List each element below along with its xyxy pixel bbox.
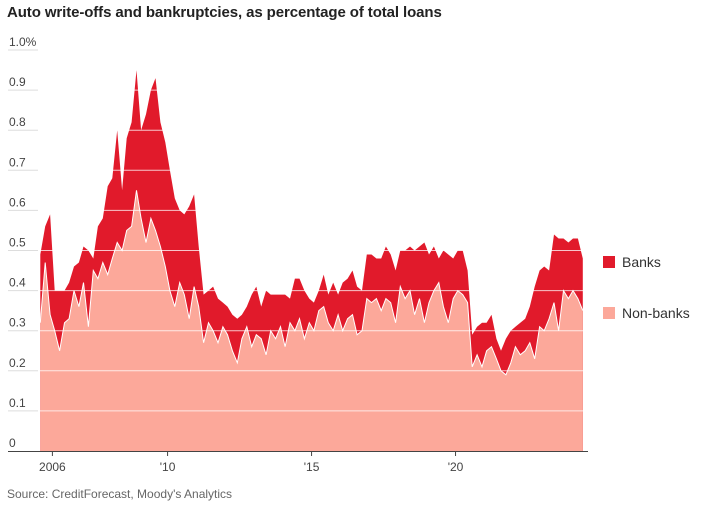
y-tick-label: 0.4 (9, 276, 26, 290)
y-tick-label: 0.7 (9, 155, 26, 169)
legend-label: Non-banks (622, 305, 690, 321)
x-tick-label: '20 (448, 460, 464, 474)
source-note: Source: CreditForecast, Moody's Analytic… (7, 487, 233, 501)
y-axis: 0 0.1 0.2 0.3 0.4 0.5 0.6 0.7 0.8 0.9 1.0% (9, 35, 37, 450)
x-tick-label: '10 (160, 460, 176, 474)
y-tick-label: 0.9 (9, 75, 26, 89)
gridlines (8, 49, 588, 412)
y-tick-label: 0.2 (9, 356, 26, 370)
legend-label: Banks (622, 254, 661, 270)
legend-swatch (603, 307, 615, 319)
x-tick-label: 2006 (39, 460, 66, 474)
y-tick-label: 0.3 (9, 316, 26, 330)
y-tick-label: 0.8 (9, 115, 26, 129)
y-tick-label: 1.0% (9, 35, 37, 49)
legend-swatch (603, 256, 615, 268)
legend: Banks Non-banks (603, 254, 690, 321)
y-tick-label: 0.6 (9, 195, 26, 209)
series-non-banks-line (39, 190, 584, 376)
y-tick-label: 0.5 (9, 236, 26, 250)
plot-area (39, 70, 584, 452)
series-non-banks-area (40, 190, 583, 452)
chart-title: Auto write-offs and bankruptcies, as per… (7, 4, 442, 21)
x-tick-label: '15 (304, 460, 320, 474)
y-tick-label: 0.1 (9, 396, 26, 410)
x-axis: 2006 '10 '15 '20 (8, 451, 588, 474)
y-tick-label: 0 (9, 436, 16, 450)
